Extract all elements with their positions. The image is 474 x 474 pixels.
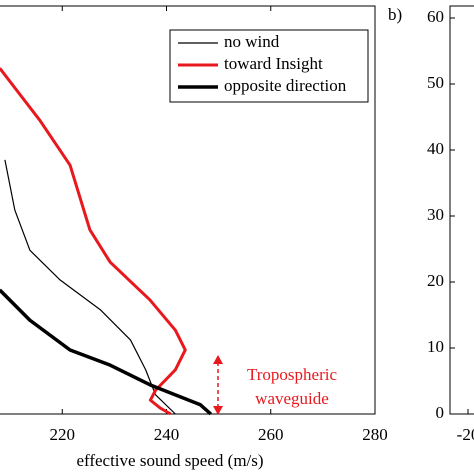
y-tick-label: 20: [427, 271, 444, 290]
data-line: [0, 288, 212, 416]
data-line: [4, 159, 176, 415]
y-tick-label: 0: [436, 403, 445, 422]
x-tick-label: 260: [258, 425, 284, 444]
y-tick-label: 30: [427, 205, 444, 224]
x-tick-label: 280: [362, 425, 388, 444]
arrow-head: [213, 406, 223, 415]
legend-label: opposite direction: [224, 76, 347, 95]
y-tick-label: 50: [427, 73, 444, 92]
annotation-text: Tropospheric: [247, 365, 337, 384]
x-axis-label: effective sound speed (m/s): [76, 451, 263, 470]
x-tick-label: -20: [457, 425, 474, 444]
panel-label: b): [388, 5, 402, 24]
annotation-text: waveguide: [255, 389, 329, 408]
legend-label: no wind: [224, 32, 280, 51]
y-tick-label: 40: [427, 139, 444, 158]
x-tick-label: 220: [50, 425, 76, 444]
arrow-head: [213, 355, 223, 364]
x-tick-label: 240: [154, 425, 180, 444]
plot-frame: [449, 5, 474, 415]
data-line: [0, 67, 187, 416]
y-tick-label: 60: [427, 7, 444, 26]
y-tick-label: 10: [427, 337, 444, 356]
legend-label: toward Insight: [224, 54, 323, 73]
